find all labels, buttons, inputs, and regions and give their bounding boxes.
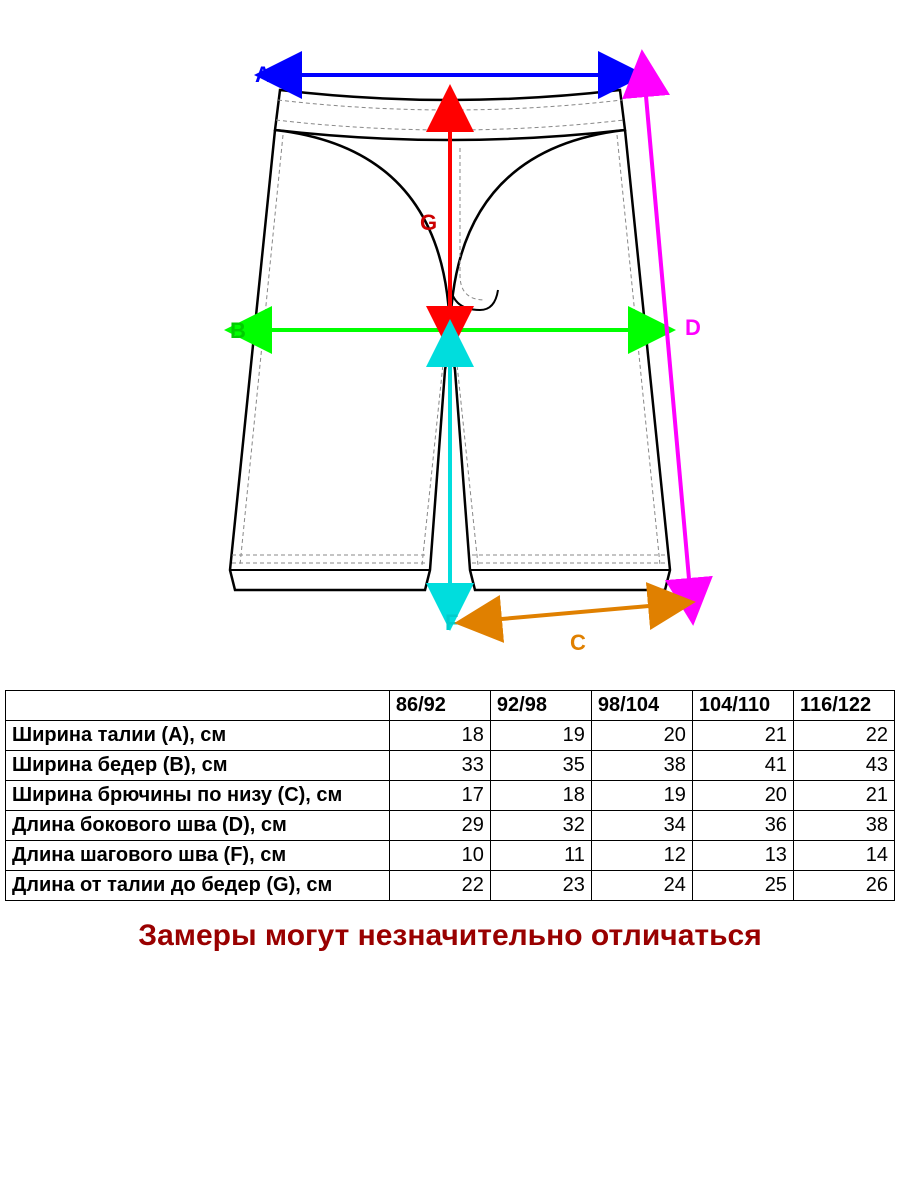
value-cell: 10 (389, 841, 490, 871)
table-row: Длина шагового шва (F), см1011121314 (6, 841, 895, 871)
value-cell: 41 (692, 751, 793, 781)
value-cell: 43 (793, 751, 894, 781)
value-cell: 22 (389, 871, 490, 901)
value-cell: 26 (793, 871, 894, 901)
value-cell: 14 (793, 841, 894, 871)
value-cell: 38 (591, 751, 692, 781)
value-cell: 20 (591, 721, 692, 751)
row-label: Длина шагового шва (F), см (6, 841, 390, 871)
size-header: 116/122 (793, 691, 894, 721)
table-row: Ширина бедер (B), см3335384143 (6, 751, 895, 781)
value-cell: 38 (793, 811, 894, 841)
value-cell: 17 (389, 781, 490, 811)
label-b: B (230, 318, 246, 343)
size-header: 98/104 (591, 691, 692, 721)
value-cell: 20 (692, 781, 793, 811)
size-header: 104/110 (692, 691, 793, 721)
empty-header (6, 691, 390, 721)
value-cell: 25 (692, 871, 793, 901)
value-cell: 23 (490, 871, 591, 901)
label-f: F (445, 610, 458, 635)
table-header-row: 86/92 92/98 98/104 104/110 116/122 (6, 691, 895, 721)
value-cell: 22 (793, 721, 894, 751)
label-a: A (255, 62, 271, 87)
value-cell: 35 (490, 751, 591, 781)
row-label: Длина бокового шва (D), см (6, 811, 390, 841)
table-row: Ширина талии (A), см1819202122 (6, 721, 895, 751)
row-label: Ширина бедер (B), см (6, 751, 390, 781)
value-cell: 33 (389, 751, 490, 781)
label-g: G (420, 210, 437, 235)
table-row: Длина бокового шва (D), см2932343638 (6, 811, 895, 841)
row-label: Ширина брючины по низу (C), см (6, 781, 390, 811)
shorts-diagram-svg: A B G F D C (100, 0, 800, 680)
measurement-diagram: A B G F D C (0, 0, 900, 680)
value-cell: 12 (591, 841, 692, 871)
label-c: C (570, 630, 586, 655)
value-cell: 21 (692, 721, 793, 751)
label-d: D (685, 315, 701, 340)
value-cell: 34 (591, 811, 692, 841)
arrow-c (490, 605, 660, 620)
row-label: Ширина талии (A), см (6, 721, 390, 751)
value-cell: 11 (490, 841, 591, 871)
value-cell: 24 (591, 871, 692, 901)
value-cell: 21 (793, 781, 894, 811)
table-row: Ширина брючины по низу (C), см1718192021 (6, 781, 895, 811)
size-header: 86/92 (389, 691, 490, 721)
value-cell: 18 (389, 721, 490, 751)
value-cell: 18 (490, 781, 591, 811)
value-cell: 19 (490, 721, 591, 751)
footer-note: Замеры могут незначительно отличаться (0, 919, 900, 953)
value-cell: 13 (692, 841, 793, 871)
size-header: 92/98 (490, 691, 591, 721)
value-cell: 19 (591, 781, 692, 811)
value-cell: 29 (389, 811, 490, 841)
value-cell: 36 (692, 811, 793, 841)
value-cell: 32 (490, 811, 591, 841)
footer-text: Замеры могут незначительно отличаться (138, 919, 761, 952)
size-table-container: 86/92 92/98 98/104 104/110 116/122 Ширин… (5, 690, 895, 901)
size-table: 86/92 92/98 98/104 104/110 116/122 Ширин… (5, 690, 895, 901)
row-label: Длина от талии до бедер (G), см (6, 871, 390, 901)
table-row: Длина от талии до бедер (G), см222324252… (6, 871, 895, 901)
